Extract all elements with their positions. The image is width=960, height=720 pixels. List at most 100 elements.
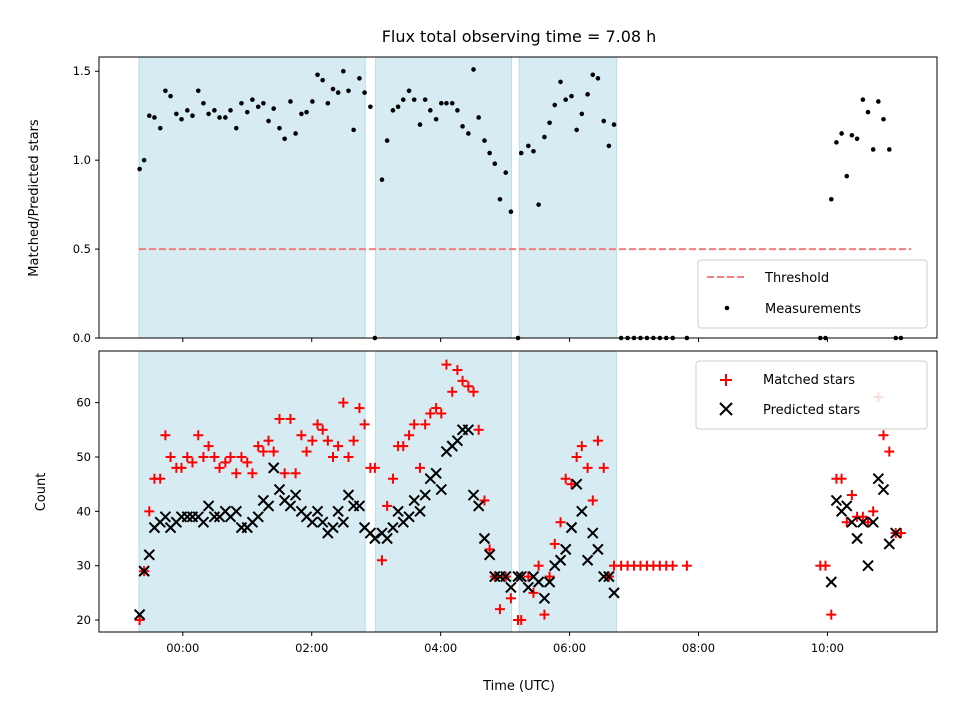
x-marker-b: [327, 521, 339, 534]
measurement-point: [839, 131, 844, 136]
predicted-star-point: [512, 570, 524, 583]
x-marker-b: [430, 467, 442, 479]
matched-star-point: [592, 435, 603, 446]
predicted-star-point: [381, 532, 393, 545]
measurement-point: [310, 99, 315, 104]
matched-star-point: [348, 435, 359, 446]
top-y-axis-label: Matched/Predicted stars: [27, 119, 42, 277]
matched-star-point: [681, 560, 692, 571]
matched-star-point: [463, 381, 474, 392]
matched-star-point: [312, 419, 323, 430]
matched-star-point: [338, 397, 349, 408]
y-tick-label: 1.0: [73, 153, 91, 167]
x-marker-b: [408, 494, 420, 507]
measurement-point: [293, 131, 298, 136]
matched-star-point: [225, 451, 236, 462]
measurement-point: [261, 100, 266, 106]
matched-star-point: [182, 451, 193, 462]
bottom-axes-frame: [98, 350, 938, 633]
measurement-point: [844, 173, 850, 179]
predicted-star-point: [208, 511, 221, 523]
predicted-star-point: [543, 576, 556, 588]
matched-star-points: [134, 359, 906, 626]
measurement-point: [234, 125, 239, 131]
measurement-point: [526, 143, 531, 149]
legend-predicted-swatch: [719, 402, 733, 416]
matched-star-point: [468, 386, 479, 397]
predicted-star-point: [435, 483, 447, 496]
predicted-star-point: [581, 554, 594, 566]
matched-star-point: [431, 403, 442, 414]
x-marker-b: [559, 543, 572, 556]
matched-star-point: [857, 511, 868, 522]
measurement-point: [482, 138, 487, 143]
predicted-star-point: [830, 494, 843, 507]
observing-window: [138, 350, 366, 633]
matched-star-point: [317, 424, 328, 435]
x-marker-b: [483, 549, 496, 561]
matched-star-point: [863, 517, 874, 528]
x-marker-b: [435, 483, 447, 496]
y-tick-label: 50: [76, 450, 91, 464]
x-marker-b: [219, 505, 232, 518]
measurement-point: [487, 150, 492, 156]
matched-star-point: [354, 403, 365, 414]
x-marker-b: [543, 576, 556, 588]
predicted-star-point: [462, 424, 475, 436]
x-marker-b: [316, 516, 329, 528]
measurement-point: [390, 108, 396, 113]
x-marker-b: [358, 521, 371, 534]
matched-star-point: [441, 359, 452, 370]
x-marker-b: [532, 576, 545, 588]
measurement-point: [168, 93, 173, 99]
x-marker-b: [284, 500, 297, 512]
y-tick-label: 1.5: [73, 64, 91, 78]
x-marker-b: [289, 489, 302, 501]
matched-star-point: [533, 560, 544, 571]
measurement-point: [569, 93, 574, 99]
matched-star-point: [505, 593, 516, 604]
predicted-star-point: [408, 494, 420, 507]
x-marker-b: [890, 527, 902, 539]
predicted-star-point: [316, 516, 329, 528]
predicted-star-point: [478, 532, 491, 545]
legend-matched-label: Matched stars: [763, 373, 855, 388]
measurement-point: [574, 127, 579, 133]
measurement-point: [503, 170, 509, 175]
predicted-star-point: [327, 521, 339, 534]
measurement-point: [563, 97, 569, 102]
matched-star-point: [473, 424, 484, 435]
measurement-point: [335, 90, 341, 95]
measurement-point: [157, 125, 163, 131]
x-marker-b: [181, 511, 194, 523]
top-legend: Threshold Measurements: [697, 259, 928, 329]
measurement-point: [438, 100, 444, 106]
matched-star-point: [878, 430, 889, 441]
measurement-point: [411, 97, 417, 102]
matched-star-point: [868, 506, 879, 517]
predicted-star-point: [451, 434, 464, 447]
matched-star-point: [327, 451, 338, 462]
predicted-star-point: [846, 516, 858, 528]
matched-star-point: [134, 615, 145, 626]
legend-predicted-label: Predicted stars: [763, 403, 860, 418]
predicted-star-point: [587, 527, 599, 539]
predicted-star-point: [825, 576, 837, 588]
x-marker-b: [262, 500, 275, 512]
measurement-point: [585, 92, 590, 97]
predicted-star-point: [262, 500, 275, 512]
predicted-star-point: [603, 570, 615, 583]
x-marker-b: [538, 592, 551, 605]
measurement-point: [558, 79, 563, 85]
x-tick-label: 04:00: [424, 641, 457, 655]
measurement-point: [854, 136, 860, 142]
matched-star-point: [387, 473, 398, 484]
predicted-star-point: [890, 527, 902, 539]
measurement-point: [828, 196, 834, 202]
x-marker-b: [587, 527, 599, 539]
measurement-point: [449, 100, 455, 106]
measurement-point: [179, 116, 184, 122]
matched-star-point: [447, 386, 458, 397]
x-marker-b: [851, 532, 863, 545]
legend-measurements-swatch: [724, 305, 730, 311]
